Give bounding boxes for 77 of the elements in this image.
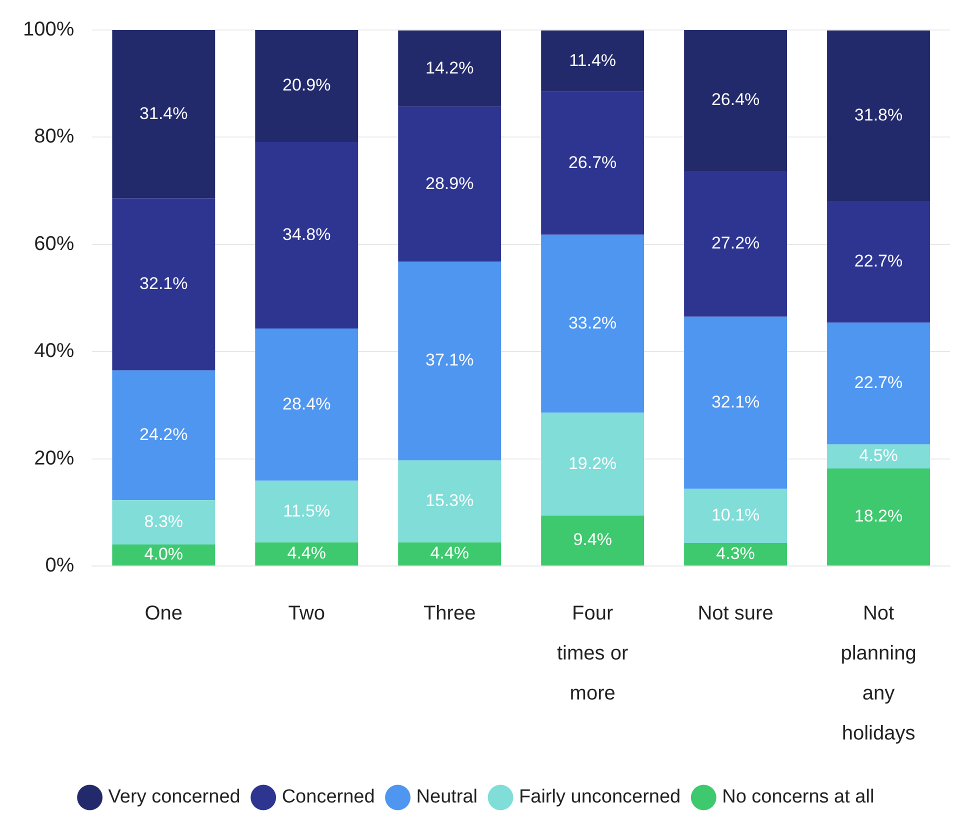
data-label: 26.7% [568, 152, 617, 172]
y-tick-label: 80% [34, 126, 74, 148]
bar [827, 322, 930, 444]
data-label: 22.7% [854, 252, 903, 271]
bar [827, 30, 930, 201]
bar [541, 92, 644, 235]
x-tick-label: One [144, 602, 183, 625]
data-label: 33.2% [568, 313, 617, 332]
bar [541, 234, 644, 413]
data-label: 34.8% [282, 224, 331, 244]
data-label: 15.3% [425, 491, 474, 510]
bar [398, 542, 502, 566]
data-label: 37.1% [425, 350, 474, 370]
data-label: 4.3% [716, 544, 755, 563]
data-label: 4.4% [287, 544, 326, 563]
data-label: 10.1% [711, 506, 760, 525]
bar [255, 142, 358, 329]
data-label: 19.2% [568, 454, 617, 473]
bar [112, 500, 216, 545]
data-label: 11.5% [283, 501, 330, 520]
bar [398, 106, 502, 262]
bar [827, 200, 930, 323]
legend-label: Neutral [416, 786, 478, 808]
y-tick-label: 40% [34, 340, 74, 362]
bar [112, 30, 216, 198]
data-label: 28.9% [425, 174, 474, 193]
bar [255, 480, 358, 542]
bar [112, 370, 216, 500]
data-label: 4.5% [859, 446, 898, 466]
y-tick-label: 0% [45, 554, 74, 577]
y-tick-label: 100% [22, 18, 74, 41]
legend-label: Very concerned [108, 786, 240, 808]
bar [827, 468, 930, 566]
bar [684, 170, 788, 317]
x-tick-label: Not planning any holidays [840, 602, 916, 745]
y-tick-label: 60% [34, 232, 74, 255]
data-label: 31.8% [854, 105, 903, 124]
legend-label: No concerns at all [722, 786, 874, 808]
data-label: 4.0% [144, 544, 184, 564]
data-label: 8.3% [144, 512, 184, 532]
data-label: 20.9% [282, 76, 331, 95]
data-label: 31.4% [140, 104, 188, 123]
legend-label: Concerned [282, 786, 375, 808]
data-label: 27.2% [711, 234, 760, 253]
bar [255, 542, 358, 566]
bar [255, 30, 358, 142]
bar [827, 444, 930, 468]
x-tick-label: Two [288, 602, 325, 625]
legend-label: Fairly unconcerned [519, 786, 681, 808]
x-tick-label: Not sure [698, 602, 774, 625]
data-label: 18.2% [854, 506, 903, 526]
data-label: 22.7% [854, 373, 903, 392]
bar [541, 516, 644, 566]
bar [112, 544, 216, 566]
data-label: 32.1% [711, 392, 760, 412]
data-label: 4.4% [430, 544, 469, 563]
data-label: 24.2% [140, 424, 188, 444]
bar [684, 316, 788, 489]
bar [684, 542, 788, 566]
x-tick-label: Three [423, 602, 476, 625]
bar [541, 412, 644, 516]
bar [398, 262, 502, 460]
bar [684, 30, 788, 171]
x-tick-label: Four times or more [557, 602, 628, 705]
data-label: 9.4% [573, 530, 612, 550]
bar [541, 30, 644, 92]
data-label: 14.2% [425, 58, 474, 78]
bar [398, 460, 502, 542]
data-label: 28.4% [282, 394, 331, 414]
data-label: 26.4% [711, 90, 760, 109]
bar [398, 30, 502, 107]
data-label: 11.4% [569, 50, 616, 70]
y-tick-label: 20% [34, 447, 74, 470]
bar [255, 328, 358, 481]
data-label: 32.1% [140, 274, 188, 294]
bar [112, 198, 216, 370]
bar [684, 488, 788, 543]
